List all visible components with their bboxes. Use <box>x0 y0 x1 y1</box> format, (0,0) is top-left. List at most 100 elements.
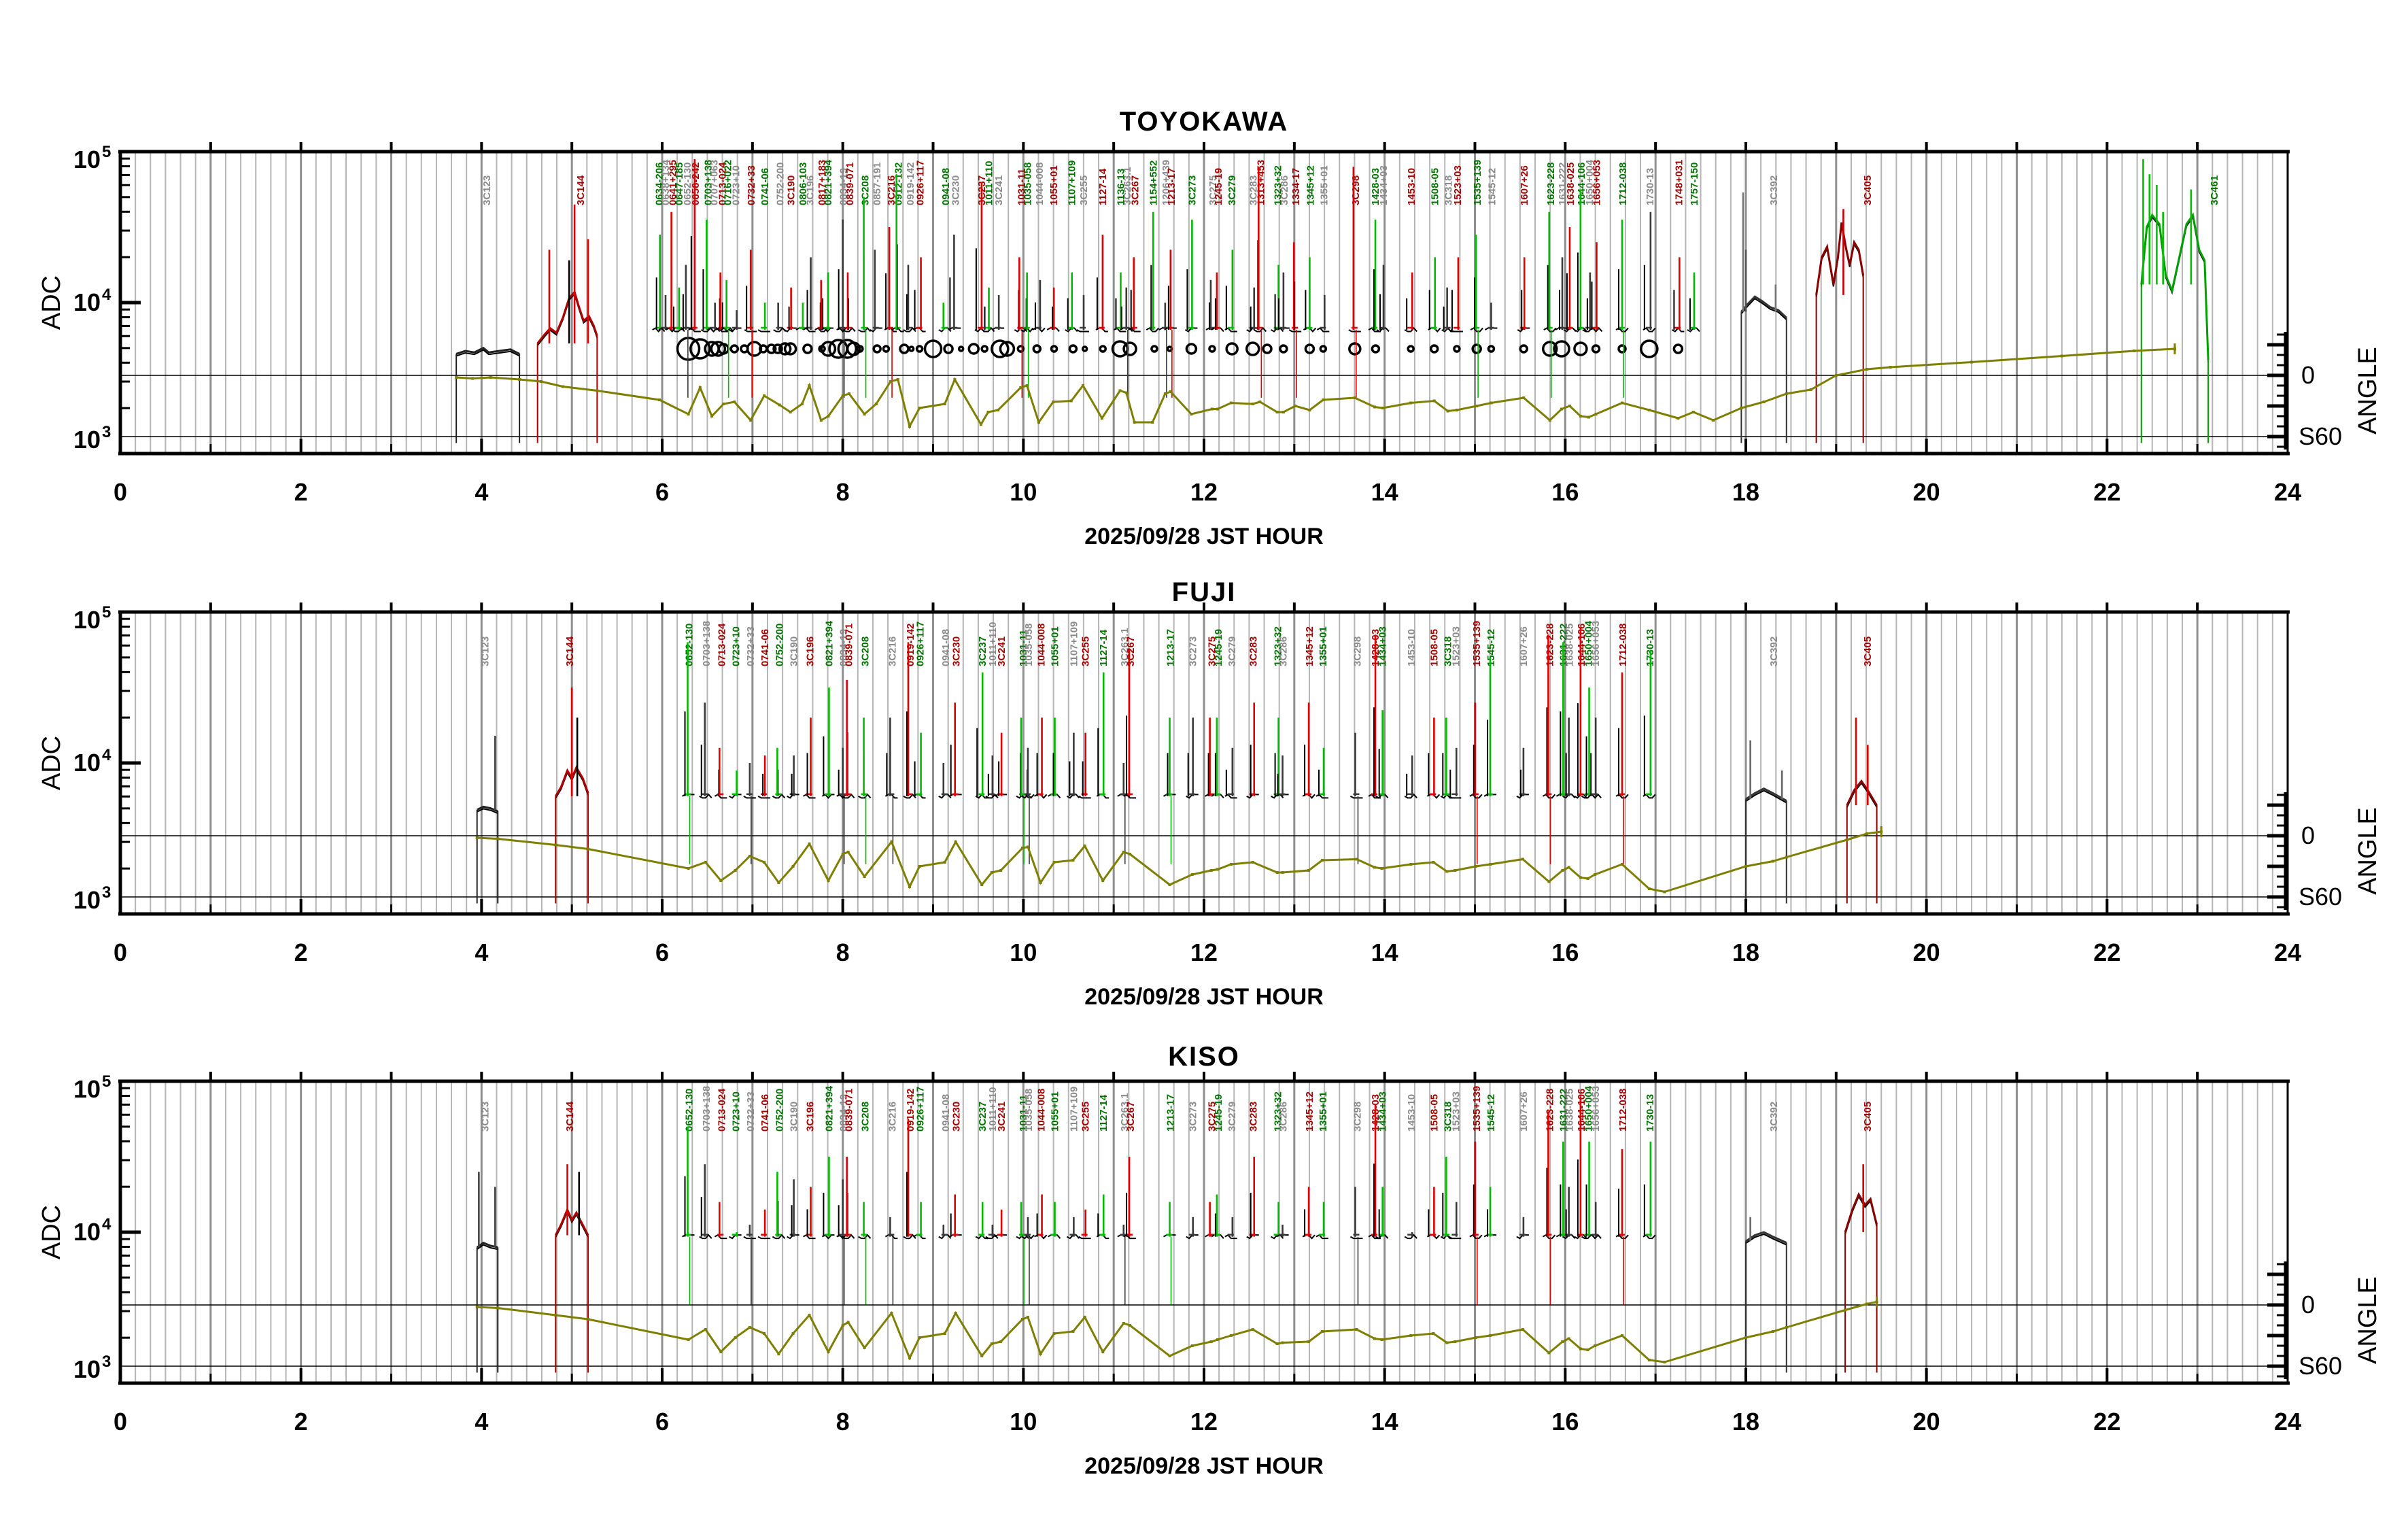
angle-line-marker <box>1844 1308 1847 1312</box>
y-tick-exponent: 4 <box>102 1215 111 1234</box>
angle-line-marker <box>1082 384 1085 387</box>
obs-baseline <box>1448 1236 1462 1240</box>
obs-baseline <box>1469 794 1483 799</box>
source-label-1644-106: 1644-106 <box>1576 1089 1587 1132</box>
g-value-circle <box>778 342 792 356</box>
source-label-1712-038: 1712-038 <box>1617 1089 1629 1132</box>
source-label-1730-13: 1730-13 <box>1645 629 1656 666</box>
obs-baseline <box>744 329 757 333</box>
angle-line-marker <box>763 861 766 864</box>
x-tick-label: 14 <box>1371 938 1398 966</box>
obs-baseline <box>1315 1234 1329 1240</box>
g-value-circle <box>1068 344 1078 354</box>
g-value-circle <box>908 345 915 352</box>
source-label-0652-130: 0652-130 <box>682 163 693 205</box>
angle-line-marker <box>1151 421 1154 424</box>
g-value-circle <box>759 344 768 354</box>
angle-line-marker <box>763 394 766 397</box>
source-label-1044-008: 1044-008 <box>1036 624 1048 666</box>
angle-line-marker <box>1432 399 1436 403</box>
g-value-circle <box>1542 341 1558 357</box>
angle-line-marker <box>1663 1361 1666 1363</box>
x-tick-label: 6 <box>655 1408 669 1436</box>
angle-line-marker <box>1454 1340 1457 1343</box>
obs-baseline <box>1224 1234 1237 1240</box>
angle-line-marker <box>1052 861 1056 864</box>
source-label-3C275: 3C275 <box>1207 636 1218 666</box>
source-label-1107+109: 1107+109 <box>1068 1087 1080 1132</box>
angle-line <box>477 1301 1877 1363</box>
g-value-circle <box>1573 341 1588 356</box>
source-label-3C267: 3C267 <box>1130 175 1141 205</box>
segment-underlay-3C123 <box>477 808 498 814</box>
source-label-1107+109: 1107+109 <box>1068 622 1080 666</box>
angle-line-marker <box>1380 1338 1383 1341</box>
source-label-3C230: 3C230 <box>951 636 963 666</box>
y-tick-base: 10 <box>73 886 101 914</box>
angle-line-marker <box>999 1340 1003 1343</box>
g-value-circle <box>1032 344 1042 354</box>
source-label-3C461: 3C461 <box>2209 175 2220 205</box>
obs-baseline <box>1078 1236 1091 1240</box>
angle-line-marker <box>889 380 893 383</box>
x-tick-label: 22 <box>2093 938 2120 966</box>
source-label-3C298: 3C298 <box>1352 636 1363 666</box>
angle-line-marker <box>734 1336 737 1339</box>
source-label-3C241: 3C241 <box>996 636 1008 666</box>
segment-3C144 <box>554 1206 589 1236</box>
source-label-0752-200: 0752-200 <box>774 624 785 666</box>
angle-line-marker <box>777 881 780 884</box>
source-label-1011+110: 1011+110 <box>987 622 999 666</box>
angle-line-marker <box>1432 1332 1435 1335</box>
source-label-3C216: 3C216 <box>886 175 897 205</box>
source-label-3C216: 3C216 <box>887 636 898 666</box>
angle-line-marker <box>1190 873 1194 876</box>
angle-line-marker <box>1321 1330 1324 1333</box>
angle-line-marker <box>1373 1337 1377 1340</box>
source-label-3C255: 3C255 <box>1080 1102 1092 1132</box>
angle-line-marker <box>710 415 714 418</box>
angle-line-marker <box>1026 845 1029 849</box>
angle-line-marker <box>1445 1341 1449 1344</box>
x-tick-label: 20 <box>1913 478 1940 506</box>
source-label-1523+03: 1523+03 <box>1450 1091 1462 1132</box>
angle-line-marker <box>1251 861 1254 864</box>
x-tick-label: 24 <box>2274 938 2301 966</box>
obs-baseline <box>1404 793 1417 799</box>
angle-line-marker <box>748 1326 751 1329</box>
y-tick-base: 10 <box>73 606 101 634</box>
source-label-1213-17: 1213-17 <box>1166 168 1177 205</box>
angle-line-marker <box>1475 405 1479 407</box>
angle-line-marker <box>1210 407 1214 411</box>
g-value-circle <box>1122 341 1137 356</box>
source-label-1523+03: 1523+03 <box>1452 165 1464 205</box>
obs-baseline <box>699 1234 712 1240</box>
source-label-1334-17: 1334-17 <box>1290 168 1302 205</box>
source-label-1055+01: 1055+01 <box>1049 626 1061 666</box>
source-label-3C208: 3C208 <box>860 1102 872 1132</box>
segment-3C405 <box>1815 222 1865 296</box>
angle-line-marker <box>1567 866 1570 869</box>
obs-baseline <box>1448 795 1462 799</box>
source-label-0941-08: 0941-08 <box>940 629 952 666</box>
source-label-3C144: 3C144 <box>564 636 576 666</box>
source-label-0839-071: 0839-071 <box>844 163 856 205</box>
angle-line-marker <box>1168 883 1171 886</box>
left-axis-title: ADC <box>37 275 66 330</box>
angle-line-marker <box>471 377 475 380</box>
angle-line-marker <box>1567 1337 1570 1340</box>
source-label-1011+110: 1011+110 <box>984 160 995 205</box>
angle-line-marker <box>841 853 844 855</box>
source-label-1638-025: 1638-025 <box>1565 163 1577 205</box>
angle-line-marker <box>1229 1334 1233 1337</box>
angle-line-marker <box>1169 390 1172 393</box>
obs-baseline <box>842 1234 855 1240</box>
source-label-1508-05: 1508-05 <box>1430 168 1441 205</box>
obs-baseline <box>803 327 816 333</box>
angle-line-marker <box>1069 399 1073 403</box>
source-label-1245-19: 1245-19 <box>1213 168 1224 205</box>
angle-line-marker <box>1122 851 1125 853</box>
source-label-3C318: 3C318 <box>1443 175 1455 205</box>
angle-line-marker <box>658 398 661 401</box>
